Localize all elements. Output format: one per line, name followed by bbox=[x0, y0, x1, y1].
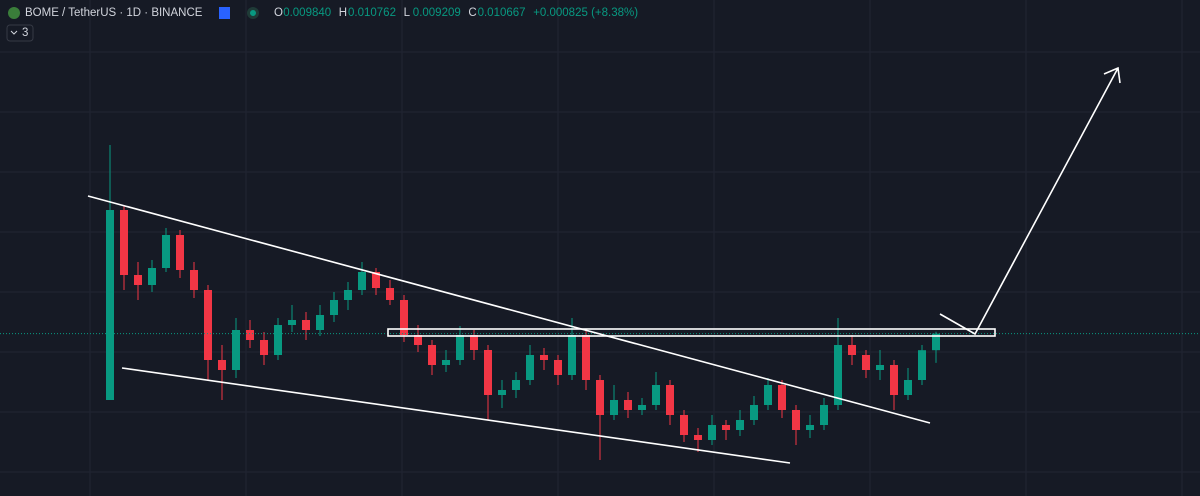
candle-body bbox=[134, 275, 142, 285]
candle-body bbox=[106, 210, 114, 400]
ohlc-key: L bbox=[404, 7, 411, 19]
candle-body bbox=[554, 360, 562, 375]
projection-arrow bbox=[939, 67, 1119, 336]
ohlc-key: C bbox=[468, 7, 476, 19]
ohlc-key: H bbox=[339, 7, 347, 19]
symbol-title: BOME / TetherUS · 1D · BINANCE bbox=[25, 7, 203, 19]
candle-body bbox=[428, 345, 436, 365]
upper-trendline bbox=[87, 195, 931, 424]
candle-body bbox=[750, 405, 758, 420]
candle-body bbox=[302, 320, 310, 330]
candle-body bbox=[148, 268, 156, 285]
candle-body bbox=[358, 272, 366, 290]
candle-body bbox=[162, 235, 170, 268]
indicator-toggle[interactable] bbox=[6, 24, 34, 42]
candle-body bbox=[260, 340, 268, 355]
candle-body bbox=[246, 330, 254, 340]
candle-body bbox=[176, 235, 184, 270]
candle-body bbox=[568, 335, 576, 375]
flag-button[interactable] bbox=[219, 7, 230, 19]
candle-body bbox=[512, 380, 520, 390]
candle-body bbox=[806, 425, 814, 430]
candle-body bbox=[694, 435, 702, 440]
candle-body bbox=[232, 330, 240, 370]
candle-body bbox=[652, 385, 660, 405]
candle-body bbox=[120, 210, 128, 275]
candle-body bbox=[596, 380, 604, 415]
candle-body bbox=[862, 355, 870, 370]
ohlc-value: 0.010667 bbox=[478, 7, 526, 19]
status-dot bbox=[250, 10, 256, 16]
candle-body bbox=[316, 315, 324, 330]
candle-body bbox=[274, 325, 282, 355]
candle-body bbox=[330, 300, 338, 315]
candle-body bbox=[190, 270, 198, 290]
resistance-box bbox=[387, 328, 996, 337]
candle-body bbox=[848, 345, 856, 355]
indicator-count: 3 bbox=[22, 27, 28, 39]
chevron bbox=[10, 30, 18, 35]
candle-body bbox=[680, 415, 688, 435]
candle-body bbox=[540, 355, 548, 360]
candle-body bbox=[708, 425, 716, 440]
candle-body bbox=[624, 400, 632, 410]
ohlc-value: 0.009209 bbox=[413, 7, 461, 19]
candle-body bbox=[666, 385, 674, 415]
candle-body bbox=[722, 425, 730, 430]
symbol-icon bbox=[8, 7, 20, 19]
candle-body bbox=[386, 288, 394, 300]
candle-body bbox=[400, 300, 408, 335]
candle-body bbox=[456, 335, 464, 360]
arrow-head bbox=[1103, 66, 1121, 84]
candle-body bbox=[484, 350, 492, 395]
ohlc-key: O bbox=[274, 7, 283, 19]
candle-body bbox=[288, 320, 296, 325]
candle-body bbox=[582, 335, 590, 380]
candle-body bbox=[344, 290, 352, 300]
candle-body bbox=[834, 345, 842, 405]
candle-body bbox=[204, 290, 212, 360]
candle-body bbox=[736, 420, 744, 430]
candle-body bbox=[778, 385, 786, 410]
candle-body bbox=[876, 365, 884, 370]
candle-body bbox=[498, 390, 506, 395]
candle-body bbox=[904, 380, 912, 395]
ohlc-value: 0.009840 bbox=[283, 7, 331, 19]
candle-body bbox=[372, 272, 380, 288]
candle-body bbox=[526, 355, 534, 380]
change: +0.000825 (+8.38%) bbox=[533, 7, 638, 19]
candle-body bbox=[932, 333, 940, 351]
candle-body bbox=[218, 360, 226, 370]
candle-body bbox=[414, 335, 422, 345]
candle-body bbox=[442, 360, 450, 365]
ohlc-value: 0.010762 bbox=[348, 7, 396, 19]
candle-body bbox=[638, 405, 646, 410]
candle-body bbox=[820, 405, 828, 425]
candle-body bbox=[764, 385, 772, 405]
candle-body bbox=[918, 350, 926, 380]
candle-body bbox=[792, 410, 800, 430]
candle-body bbox=[470, 335, 478, 350]
ohlc-legend: O 0.009840 H 0.010762 L 0.009209 C 0.010667 +0.0… bbox=[274, 7, 638, 19]
candle-body bbox=[610, 400, 618, 415]
candles bbox=[0, 145, 1200, 460]
lower-trendline bbox=[121, 367, 791, 464]
candle-body bbox=[890, 365, 898, 395]
